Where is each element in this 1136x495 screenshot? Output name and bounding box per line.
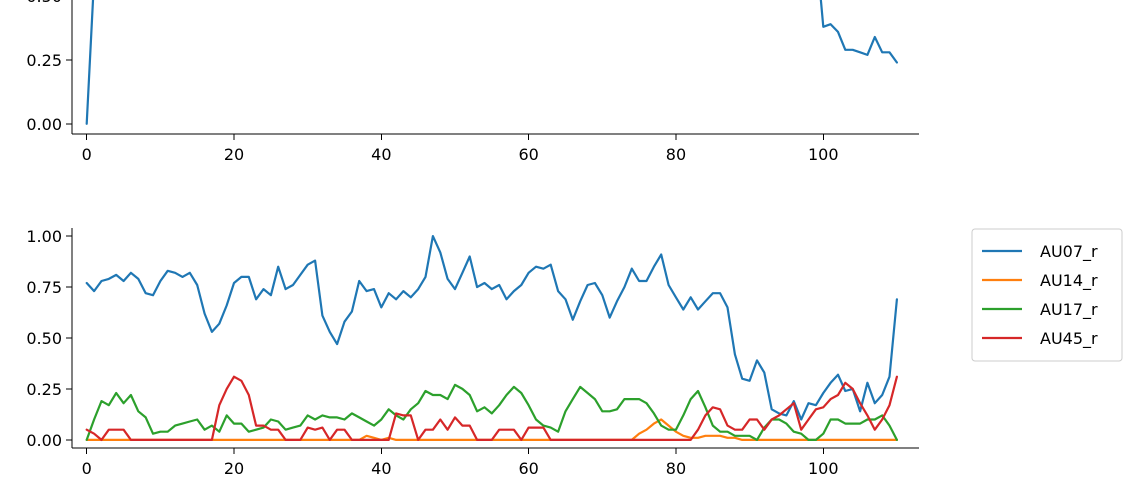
x-tick-label: 80	[666, 145, 686, 164]
legend: AU07_r AU14_r AU17_r AU45_r	[971, 228, 1123, 362]
x-tick-label: 100	[808, 459, 839, 478]
series-line-au07-r	[85, 235, 899, 421]
y-tick-label: 0.25	[26, 51, 62, 70]
legend-label: AU45_r	[1040, 329, 1098, 349]
y-tick-label: 0.50	[26, 0, 62, 6]
x-tick-label: 60	[518, 145, 538, 164]
x-tick-label: 100	[808, 145, 839, 164]
y-tick-label: 0.00	[26, 431, 62, 450]
legend-label: AU07_r	[1040, 242, 1098, 262]
x-tick-label: 40	[371, 145, 391, 164]
x-tick-label: 20	[224, 459, 244, 478]
y-tick-label: 1.00	[26, 227, 62, 246]
series-line-au45-r	[85, 375, 899, 441]
bottom-chart-panel: 0 20 40 60 80 100 0.00 0.25 0.50 0.75 1.00	[26, 227, 919, 478]
y-tick-label: 0.00	[26, 115, 62, 134]
x-tick-label: 20	[224, 145, 244, 164]
y-tick-label: 0.25	[26, 380, 62, 399]
top-chart-panel: 0 20 40 60 80 100 0.00 0.25 0.50	[26, 0, 919, 164]
x-tick-label: 0	[82, 459, 92, 478]
x-tick-label: 40	[371, 459, 391, 478]
y-tick-label: 0.50	[26, 329, 62, 348]
y-tick-label: 0.75	[26, 278, 62, 297]
series-line	[85, 0, 899, 125]
legend-label: AU17_r	[1040, 300, 1098, 320]
x-tick-label: 80	[666, 459, 686, 478]
legend-label: AU14_r	[1040, 271, 1098, 291]
x-tick-label: 60	[518, 459, 538, 478]
legend-box	[971, 228, 1123, 362]
series-line-au14-r	[85, 418, 899, 441]
x-tick-label: 0	[82, 145, 92, 164]
series-line-au17-r	[85, 383, 899, 441]
